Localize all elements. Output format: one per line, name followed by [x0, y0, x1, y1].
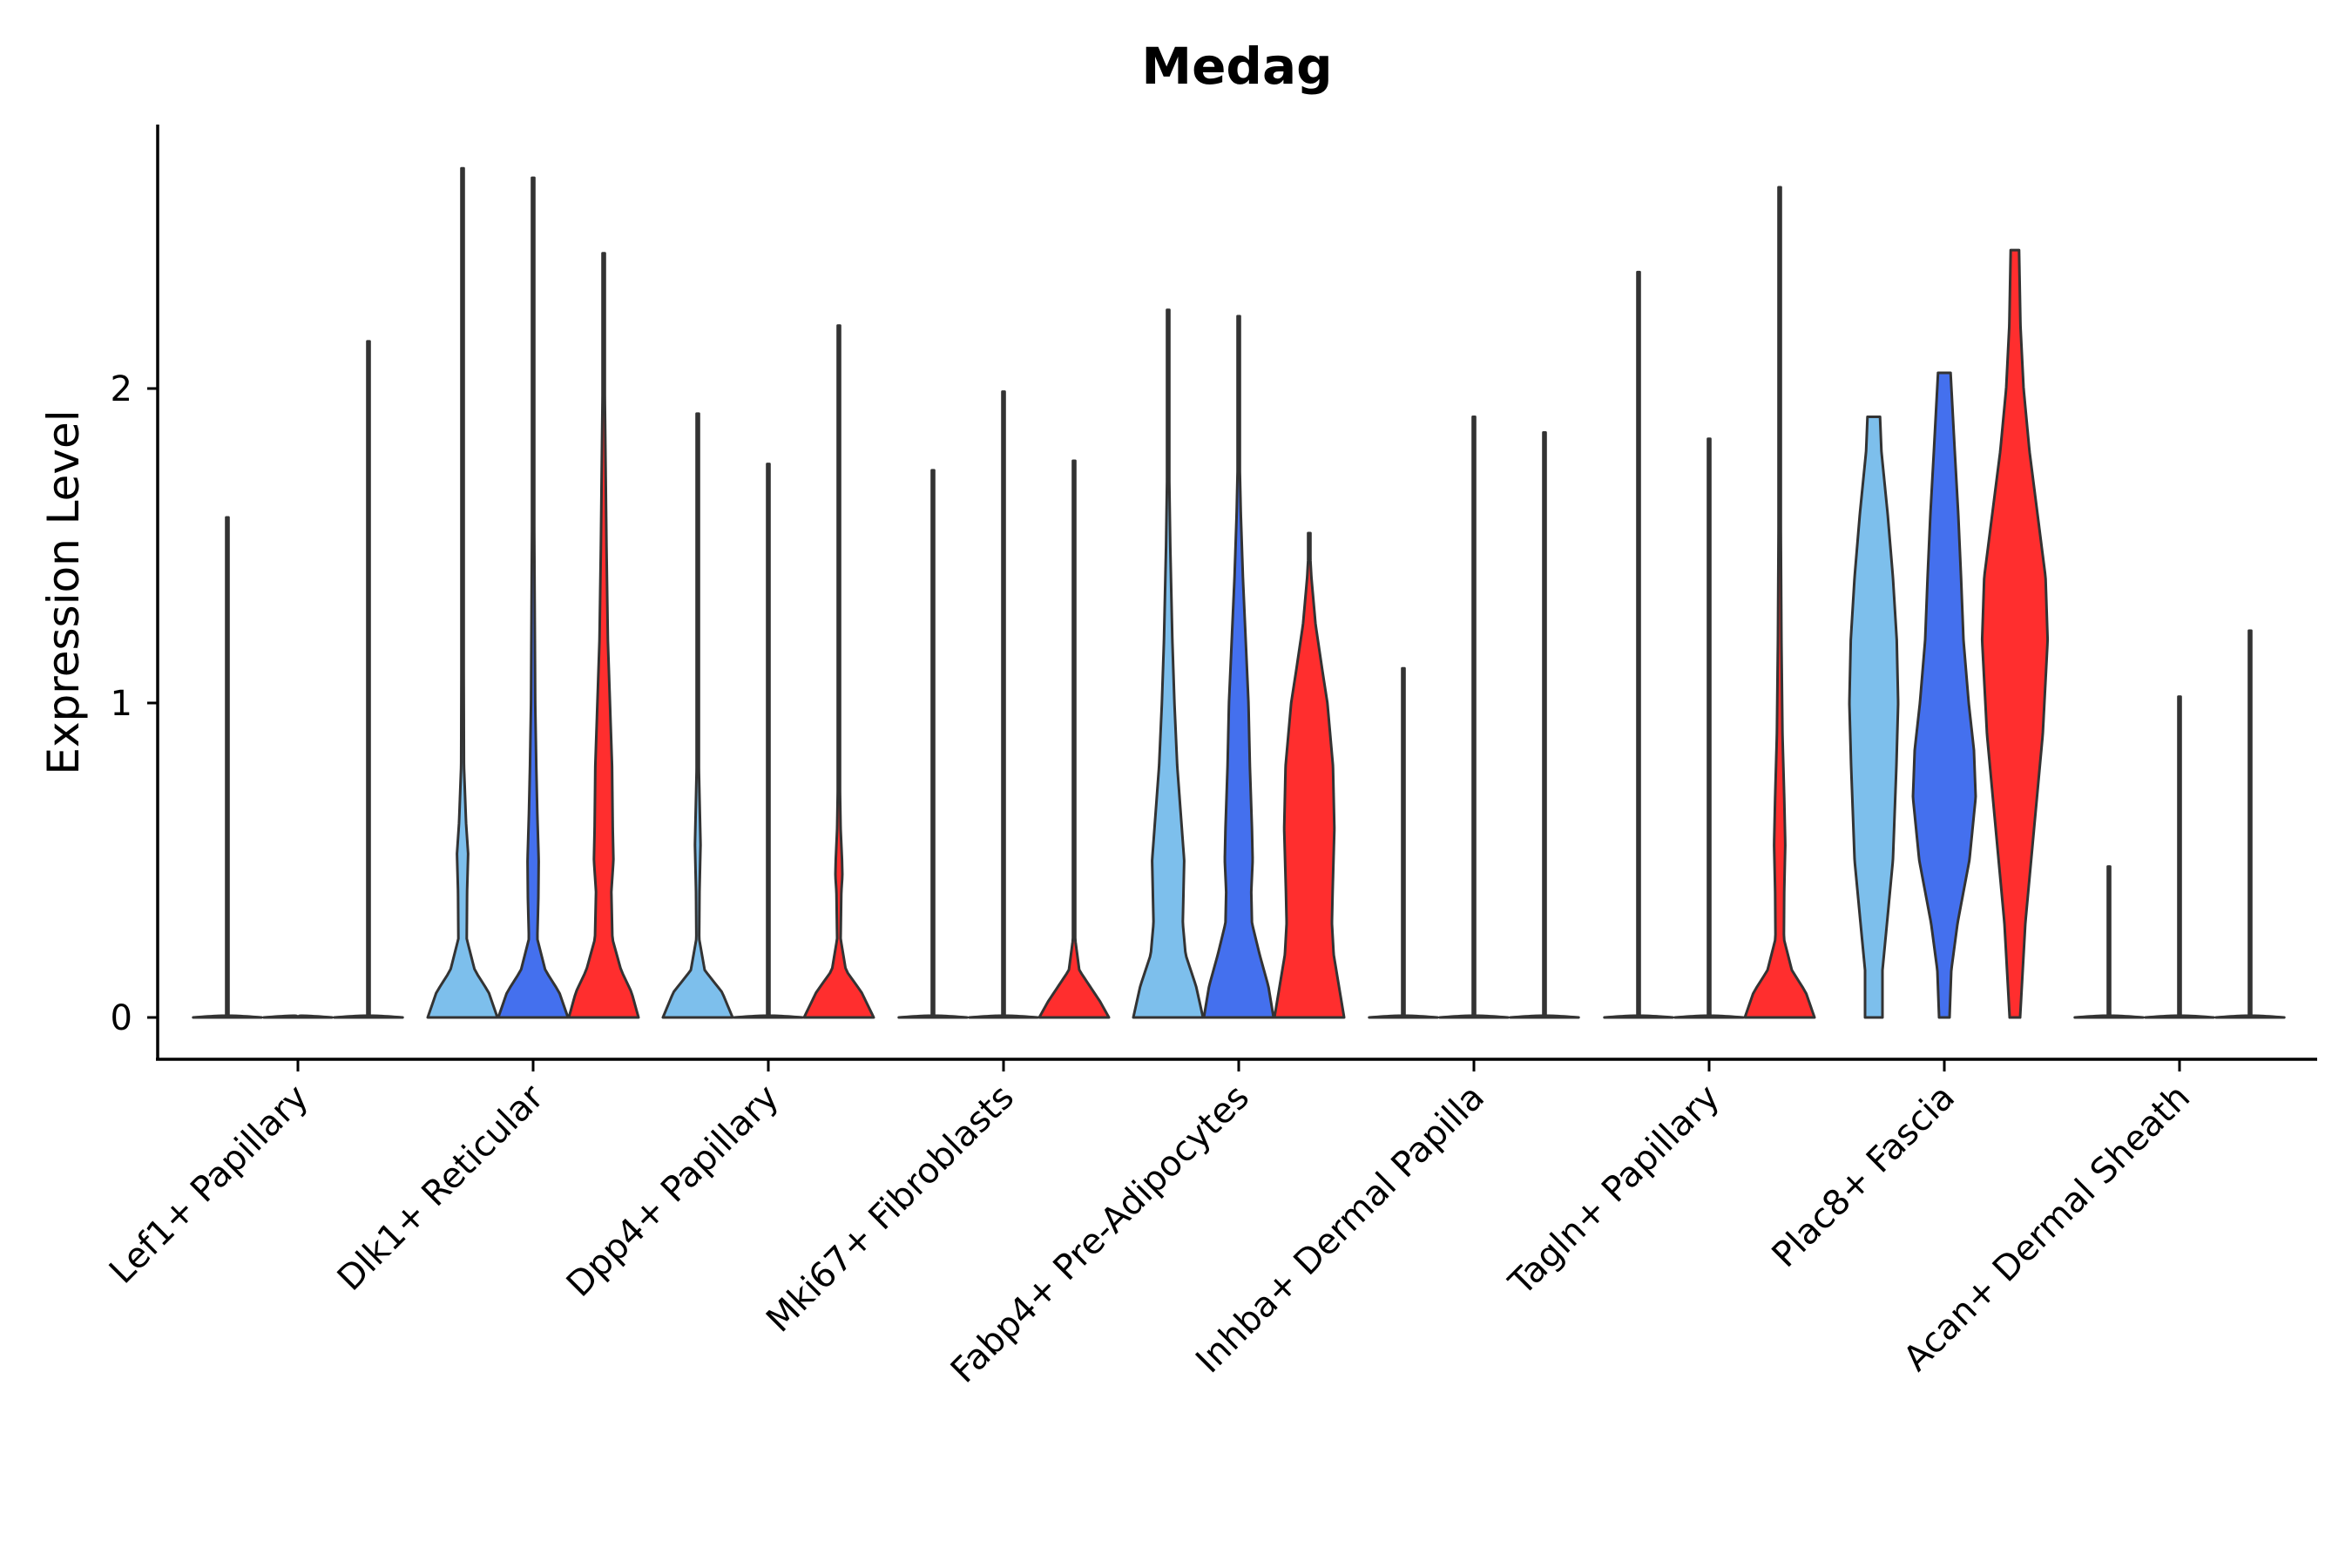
chart-title: Medag: [1141, 37, 1332, 96]
x-tick-label: Dlk1+ Reticular: [330, 1077, 552, 1299]
y-tick-label: 1: [111, 684, 132, 724]
violin-5-3: [1273, 531, 1346, 1019]
y-tick-label: 2: [111, 369, 132, 409]
violin-2-2: [497, 176, 570, 1019]
violin-8-3: [1980, 248, 2050, 1019]
violin-7-2: [1673, 437, 1745, 1019]
x-ticks: Lef1+ Papillary Dlk1+ Reticular Dpp4+ Papi…: [102, 1059, 2198, 1391]
violin-9-2: [2144, 695, 2215, 1019]
violin-1-2: [262, 1014, 334, 1019]
violin-4-1: [897, 469, 969, 1019]
violin-5-2: [1202, 314, 1275, 1019]
violins-layer: [192, 166, 2286, 1019]
violin-6-3: [1509, 431, 1580, 1019]
violin-1-3: [333, 340, 404, 1019]
x-tick-label: Dpp4+ Papillary: [559, 1078, 787, 1305]
violin-9-3: [2214, 629, 2286, 1019]
violin-8-1: [1848, 415, 1900, 1019]
y-axis-label: Expression Level: [38, 409, 89, 774]
x-tick-label: Mki67+ Fibroblasts: [759, 1078, 1022, 1341]
violin-6-1: [1368, 666, 1439, 1019]
violin-6-2: [1438, 415, 1510, 1019]
violin-4-2: [968, 390, 1039, 1019]
violin-1-1: [192, 516, 263, 1019]
violin-9-1: [2073, 865, 2145, 1019]
x-tick-label: Lef1+ Papillary: [102, 1078, 316, 1292]
y-tick-label: 0: [111, 998, 132, 1038]
violin-2-1: [426, 166, 499, 1019]
violin-2-3: [567, 252, 640, 1019]
violin-3-3: [802, 324, 875, 1019]
x-tick-label: Plac8+ Fascia: [1765, 1078, 1963, 1276]
violin-8-2: [1911, 371, 1977, 1019]
y-ticks: 0 1 2: [111, 369, 158, 1038]
x-tick-label: Tagln+ Papillary: [1501, 1078, 1727, 1304]
violin-5-1: [1132, 308, 1205, 1019]
violin-7-3: [1743, 186, 1816, 1019]
violin-7-1: [1603, 270, 1674, 1019]
violin-4-3: [1037, 459, 1111, 1019]
violin-3-1: [661, 412, 734, 1019]
violin-3-2: [733, 463, 804, 1019]
